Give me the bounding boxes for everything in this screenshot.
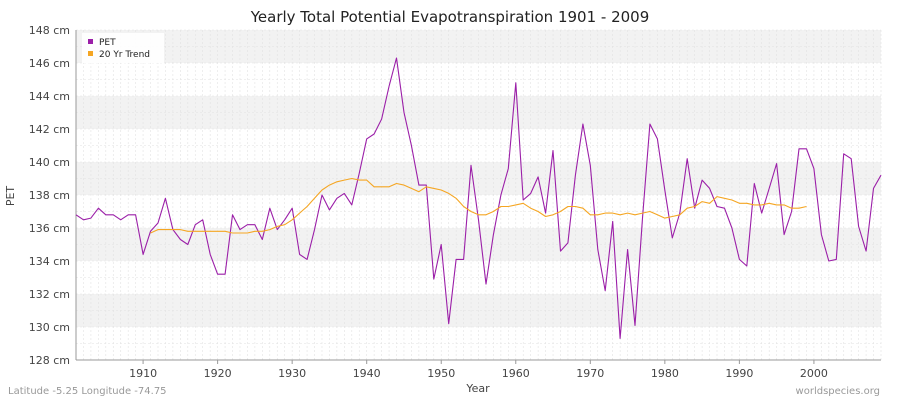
x-tick-label: 1920 [204,367,232,380]
legend-label-trend: 20 Yr Trend [99,50,150,60]
x-tick-label: 1980 [651,367,679,380]
y-tick-label: 146 cm [29,57,70,70]
y-axis-label: PET [4,186,17,207]
y-tick-label: 144 cm [29,90,70,103]
y-tick-labels: 128 cm 130 cm 132 cm 134 cm 136 cm 138 cm 140 … [29,24,70,367]
y-tick-label: 128 cm [29,354,70,367]
y-tick-label: 130 cm [29,321,70,334]
pet-series-line [75,57,882,340]
footer-source: worldspecies.org [796,386,880,397]
x-tick-label: 1940 [353,367,381,380]
y-tick-label: 138 cm [29,189,70,202]
x-tick-label: 1970 [576,367,604,380]
y-tick-label: 148 cm [29,24,70,37]
x-tick-label: 1960 [502,367,530,380]
legend-label-pet: PET [99,38,116,48]
y-tick-label: 136 cm [29,222,70,235]
series-lines [75,57,882,340]
x-tick-label: 1930 [278,367,306,380]
chart-title: Yearly Total Potential Evapotranspiratio… [250,8,650,26]
x-tick-labels: 1910 1920 1930 1940 1950 1960 1970 1980 1990 2000 [129,360,828,380]
legend-swatch-trend [88,51,93,56]
y-tick-label: 140 cm [29,156,70,169]
y-tick-label: 132 cm [29,288,70,301]
x-tick-label: 2000 [800,367,828,380]
legend-box [82,33,164,63]
trend-series-line [150,177,807,234]
x-tick-label: 1950 [427,367,455,380]
x-tick-label: 1990 [725,367,753,380]
legend-swatch-pet [88,39,93,44]
legend: PET 20 Yr Trend [82,33,164,63]
y-tick-label: 134 cm [29,255,70,268]
x-axis-label: Year [465,382,490,395]
grid-lines [75,29,882,361]
y-tick-label: 142 cm [29,123,70,136]
x-tick-label: 1910 [129,367,157,380]
footer-location: Latitude -5.25 Longitude -74.75 [8,386,167,397]
